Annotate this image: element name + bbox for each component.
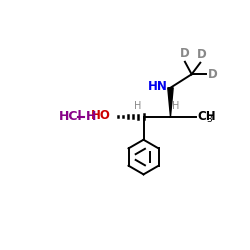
Text: D: D: [196, 48, 206, 61]
Text: HO: HO: [91, 109, 111, 122]
Text: H: H: [86, 110, 97, 123]
Text: D: D: [208, 68, 218, 81]
Text: 3: 3: [206, 115, 212, 124]
Polygon shape: [168, 88, 173, 117]
Text: H: H: [134, 101, 142, 111]
Text: HN: HN: [148, 80, 168, 93]
Text: H: H: [172, 101, 180, 111]
Text: CH: CH: [197, 110, 216, 123]
Text: D: D: [180, 47, 190, 60]
Text: HCl: HCl: [58, 110, 82, 123]
